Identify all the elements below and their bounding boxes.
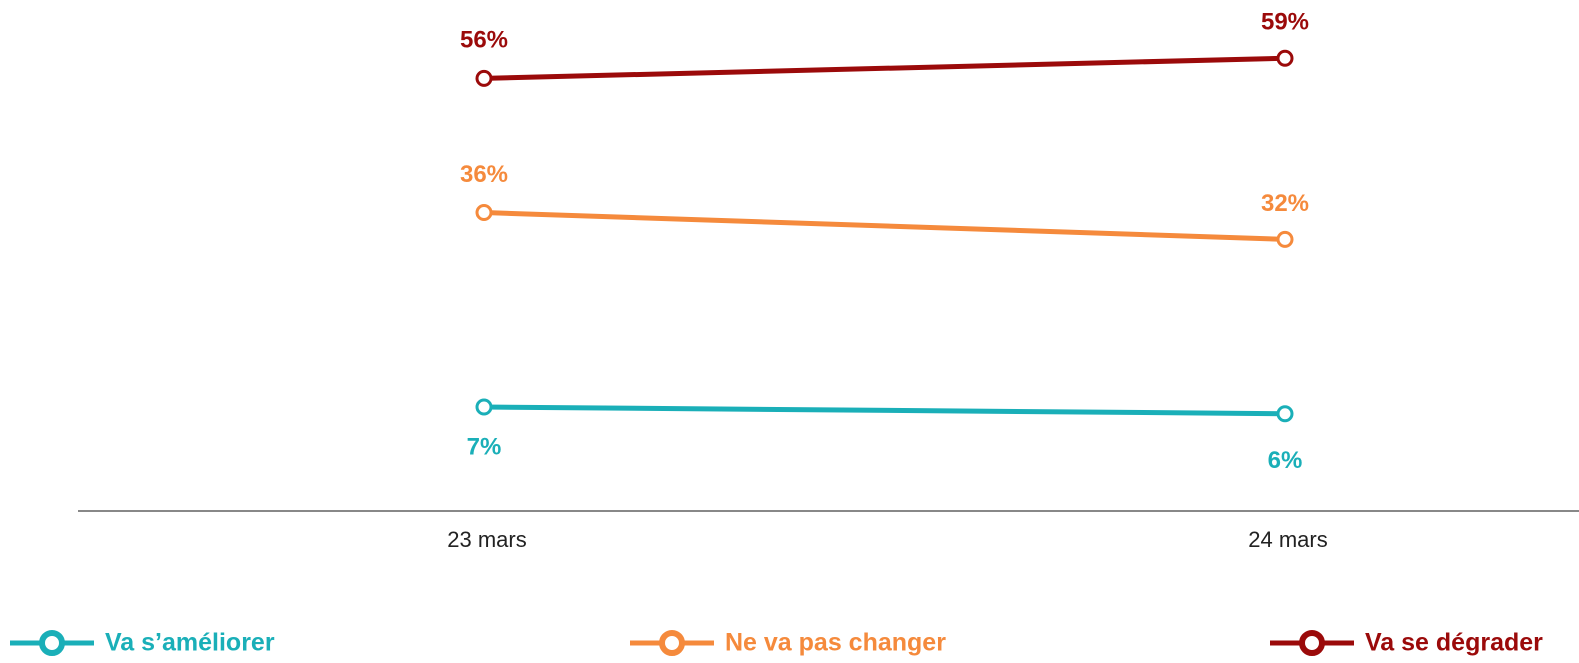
data-label: 36% (460, 161, 508, 188)
x-tick-label: 23 mars (447, 527, 526, 552)
marker (475, 69, 493, 87)
marker (475, 398, 493, 416)
data-label: 32% (1261, 190, 1309, 217)
data-label: 6% (1268, 447, 1303, 474)
x-tick-label: 24 mars (1248, 527, 1327, 552)
data-label: 56% (460, 27, 508, 54)
marker (1276, 405, 1294, 423)
legend-marker (39, 630, 65, 656)
line (483, 404, 1286, 417)
marker (1276, 230, 1294, 248)
legend-label: Va s’améliorer (105, 629, 275, 657)
line (483, 55, 1286, 81)
legend-label: Ne va pas changer (725, 629, 946, 657)
marker (475, 204, 493, 222)
data-label: 7% (467, 433, 502, 460)
legend-marker (1299, 630, 1325, 656)
marker (1276, 49, 1294, 67)
legend-label: Va se dégrader (1365, 629, 1543, 657)
line (483, 210, 1286, 242)
legend-marker (659, 630, 685, 656)
data-label: 59% (1261, 9, 1309, 36)
